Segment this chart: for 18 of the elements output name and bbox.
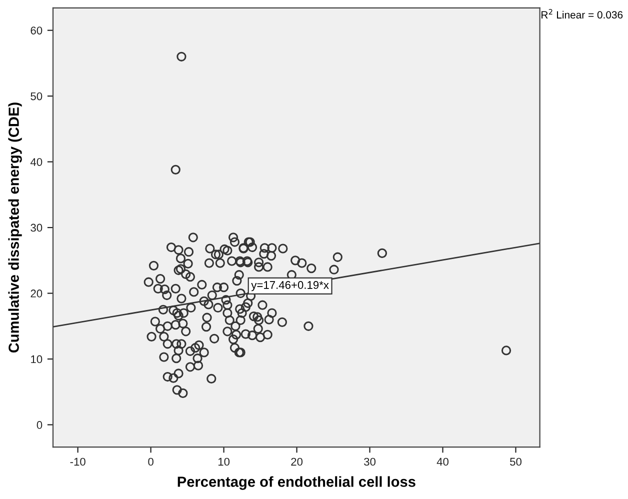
- x-tick-label: 40: [436, 458, 448, 466]
- y-tick-label: 50: [30, 92, 42, 100]
- y-axis-title: Cumulative dissipated energy (CDE): [8, 102, 22, 353]
- x-tick-label: 0: [148, 458, 154, 466]
- x-tick-label: 20: [291, 458, 303, 466]
- x-tick-label: -10: [70, 458, 86, 466]
- y-tick-label: 60: [30, 26, 42, 34]
- text: R$^{2}$ Linear = 0.036: [542, 9, 623, 19]
- x-tick-label: 10: [218, 458, 230, 466]
- annotation: y=17.46+0.19*x: [251, 281, 329, 292]
- x-tick-label: 30: [364, 458, 376, 466]
- y-tick-label: 10: [31, 355, 42, 364]
- y-tick-label: 0: [36, 421, 42, 429]
- y-tick-label: 40: [30, 158, 42, 166]
- x-tick-label: 50: [510, 458, 522, 466]
- y-tick-label: 20: [30, 290, 42, 298]
- x-axis-title: Percentage of endothelial cell loss: [178, 476, 416, 490]
- y-tick-label: 30: [30, 224, 42, 232]
